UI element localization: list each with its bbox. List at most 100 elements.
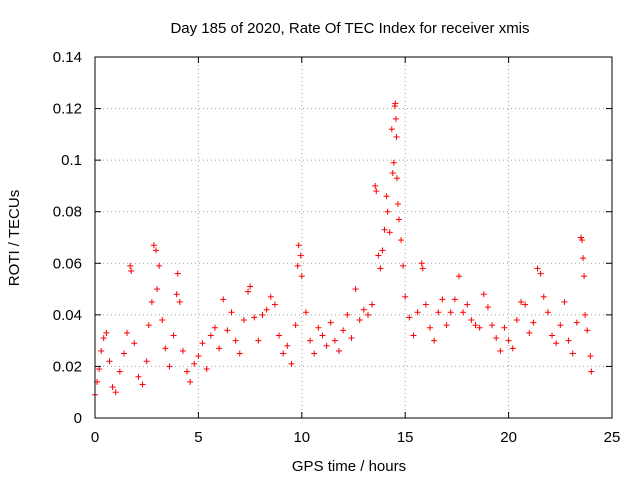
data-point <box>587 353 594 360</box>
data-point <box>534 265 541 272</box>
data-point <box>435 309 442 316</box>
data-point <box>216 345 223 352</box>
data-point <box>348 335 355 342</box>
y-tick-label: 0.1 <box>61 152 82 169</box>
data-point <box>297 252 304 259</box>
data-point <box>162 345 169 352</box>
data-point <box>153 247 160 254</box>
data-point <box>530 319 537 326</box>
data-point <box>577 234 584 241</box>
data-point <box>451 296 458 303</box>
data-point <box>356 317 363 324</box>
data-point <box>383 193 390 200</box>
data-point <box>259 311 266 318</box>
data-point <box>331 337 338 344</box>
data-point <box>377 265 384 272</box>
data-point <box>195 353 202 360</box>
data-point <box>224 327 231 334</box>
data-point <box>255 337 262 344</box>
data-point <box>98 347 105 354</box>
data-point <box>240 317 247 324</box>
data-point <box>228 309 235 316</box>
data-point <box>294 262 301 269</box>
x-tick-label: 10 <box>293 429 310 446</box>
y-tick-label: 0.12 <box>53 101 82 118</box>
data-point <box>336 347 343 354</box>
x-tick-label: 25 <box>604 429 621 446</box>
data-point <box>386 229 393 236</box>
data-point <box>179 347 186 354</box>
data-point <box>247 283 254 290</box>
data-point <box>344 311 351 318</box>
data-point <box>565 337 572 344</box>
data-point <box>295 242 302 249</box>
data-point <box>422 301 429 308</box>
data-point <box>315 324 322 331</box>
data-point <box>131 340 138 347</box>
data-point <box>468 317 475 324</box>
data-point <box>509 345 516 352</box>
data-point <box>120 350 127 357</box>
data-point <box>419 265 426 272</box>
data-point <box>173 291 180 298</box>
data-point <box>388 126 395 133</box>
data-point <box>170 332 177 339</box>
data-point <box>518 298 525 305</box>
data-point <box>584 327 591 334</box>
data-point <box>143 358 150 365</box>
data-point <box>128 268 135 275</box>
data-point <box>406 314 413 321</box>
data-point <box>579 237 586 244</box>
data-point <box>394 200 401 207</box>
data-point <box>390 159 397 166</box>
data-point <box>112 389 119 396</box>
data-point <box>484 304 491 311</box>
data-point <box>145 322 152 329</box>
data-point <box>276 332 283 339</box>
x-axis-label: GPS time / hours <box>292 458 406 475</box>
data-point <box>236 350 243 357</box>
chart-title: Day 185 of 2020, Rate Of TEC Index for r… <box>170 20 529 37</box>
data-point <box>540 293 547 300</box>
data-point <box>439 296 446 303</box>
data-point <box>127 262 134 269</box>
data-point <box>245 288 252 295</box>
data-point <box>373 188 380 195</box>
data-point <box>292 322 299 329</box>
data-point <box>211 324 218 331</box>
x-tick-label: 5 <box>194 429 202 446</box>
data-point <box>150 242 157 249</box>
data-point <box>381 226 388 233</box>
y-tick-label: 0.04 <box>53 307 82 324</box>
x-tick-label: 0 <box>91 429 99 446</box>
x-tick-label: 20 <box>500 429 517 446</box>
data-point <box>364 311 371 318</box>
data-point <box>480 291 487 298</box>
data-point <box>302 309 309 316</box>
data-point <box>174 270 181 277</box>
data-point <box>323 342 330 349</box>
data-point <box>96 366 103 373</box>
data-point <box>207 332 214 339</box>
data-point <box>522 301 529 308</box>
data-point <box>327 319 334 326</box>
data-point <box>393 133 400 140</box>
data-point <box>402 293 409 300</box>
data-point <box>526 329 533 336</box>
data-point <box>544 309 551 316</box>
data-point <box>372 182 379 189</box>
data-point <box>392 100 399 107</box>
y-tick-label: 0.14 <box>53 49 82 66</box>
data-point <box>443 322 450 329</box>
data-point <box>148 298 155 305</box>
data-point <box>476 324 483 331</box>
data-point <box>395 216 402 223</box>
data-point <box>159 317 166 324</box>
y-tick-label: 0.02 <box>53 358 82 375</box>
data-point <box>379 247 386 254</box>
data-point <box>580 255 587 262</box>
data-point <box>581 273 588 280</box>
data-point <box>154 286 161 293</box>
data-point <box>109 384 116 391</box>
